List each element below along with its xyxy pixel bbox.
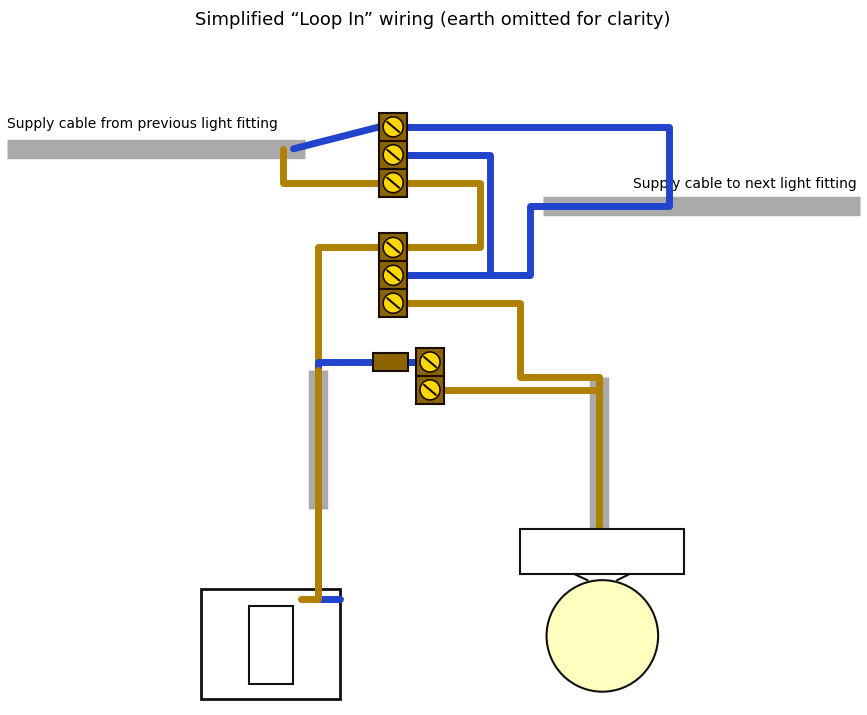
Circle shape: [383, 144, 403, 165]
Bar: [201, 589, 341, 699]
Bar: [416, 376, 444, 404]
Bar: [416, 348, 444, 376]
Text: Supply cable to next light fitting: Supply cable to next light fitting: [633, 177, 857, 191]
Circle shape: [420, 352, 440, 372]
Bar: [249, 606, 292, 684]
Bar: [379, 141, 407, 169]
Bar: [373, 353, 407, 371]
Circle shape: [420, 380, 440, 400]
Circle shape: [546, 580, 658, 691]
Bar: [379, 169, 407, 197]
Bar: [379, 262, 407, 290]
Circle shape: [383, 172, 403, 193]
Circle shape: [383, 265, 403, 285]
Text: Supply cable from previous light fitting: Supply cable from previous light fitting: [7, 117, 277, 131]
Bar: [379, 290, 407, 317]
Bar: [379, 234, 407, 262]
Circle shape: [383, 117, 403, 137]
Circle shape: [383, 237, 403, 257]
Bar: [519, 529, 684, 574]
Bar: [379, 113, 407, 141]
Circle shape: [383, 293, 403, 313]
Text: Simplified “Loop In” wiring (earth omitted for clarity): Simplified “Loop In” wiring (earth omitt…: [195, 11, 671, 29]
